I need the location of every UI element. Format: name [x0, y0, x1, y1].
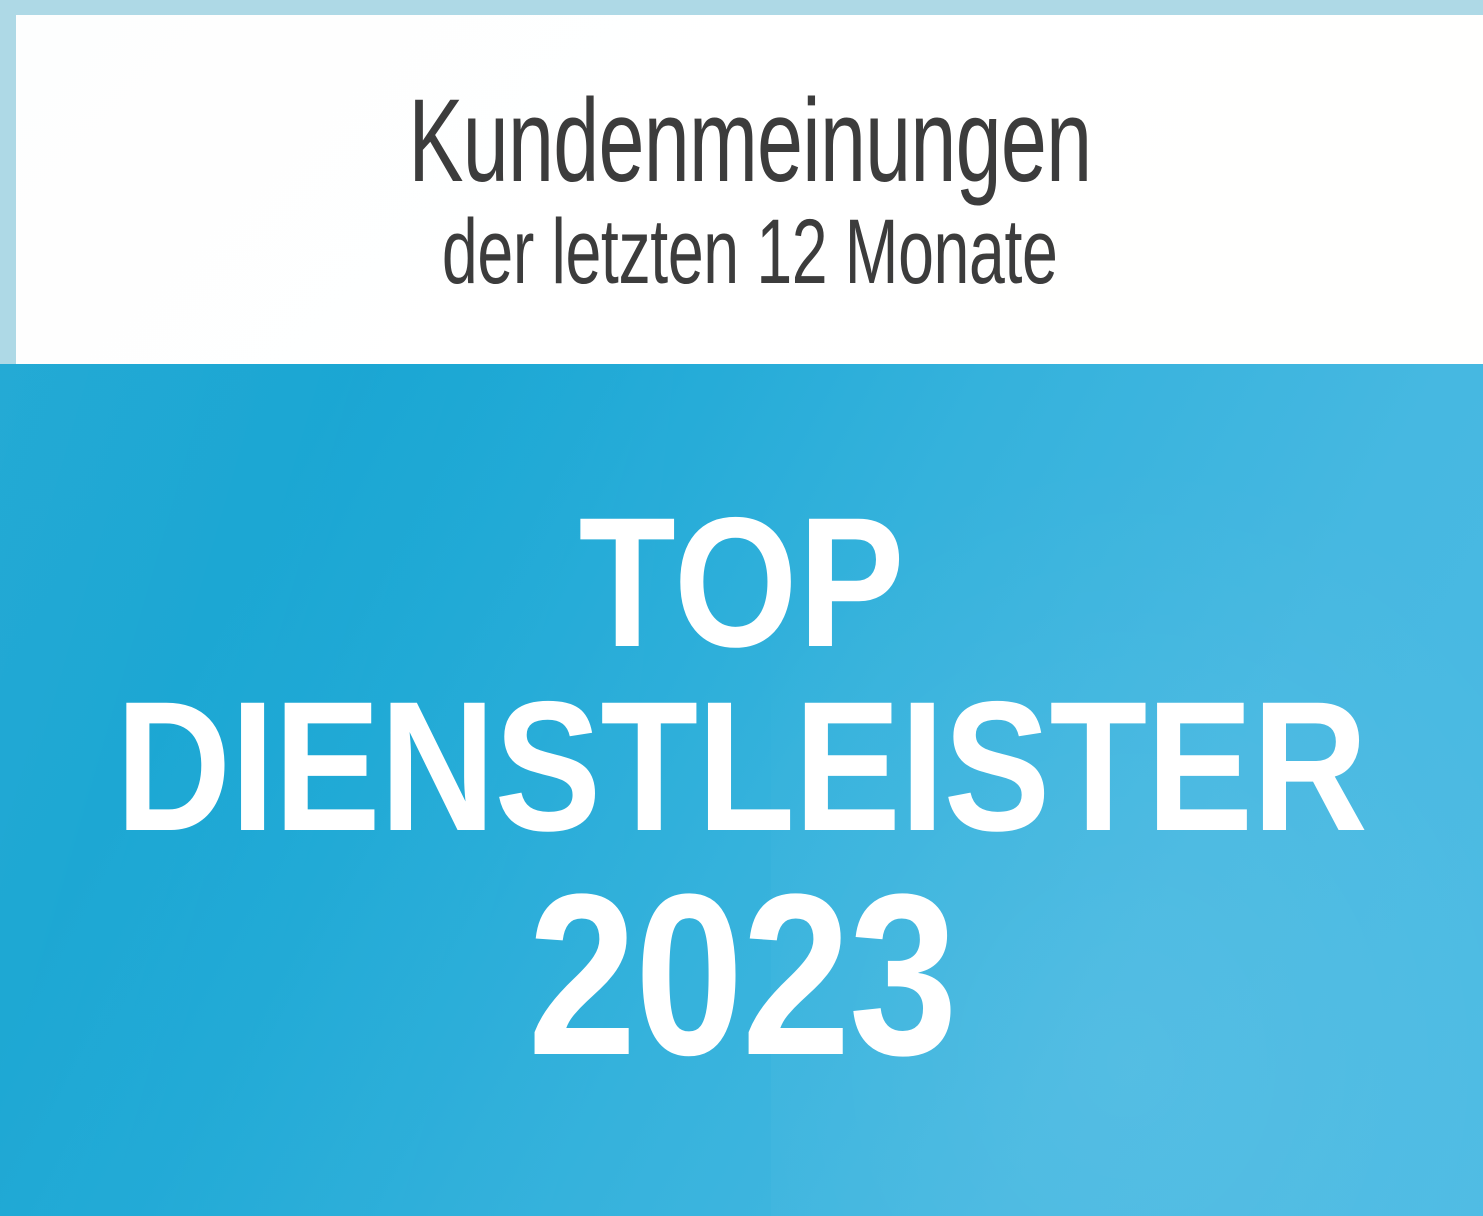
headline-kundenmeinungen: Kundenmeinungen	[407, 74, 1092, 207]
header-panel: Kundenmeinungen der letzten 12 Monate	[0, 0, 1483, 364]
award-text-stack: TOP DIENSTLEISTER 2023	[0, 364, 1483, 1216]
award-category-label: DIENSTLEISTER	[115, 663, 1368, 870]
header-content: Kundenmeinungen der letzten 12 Monate	[16, 15, 1483, 364]
award-rank-label: TOP	[578, 480, 905, 687]
subheadline-period: der letzten 12 Monate	[441, 200, 1058, 303]
award-panel: TOP DIENSTLEISTER 2023	[0, 364, 1483, 1216]
award-year: 2023	[527, 845, 957, 1103]
